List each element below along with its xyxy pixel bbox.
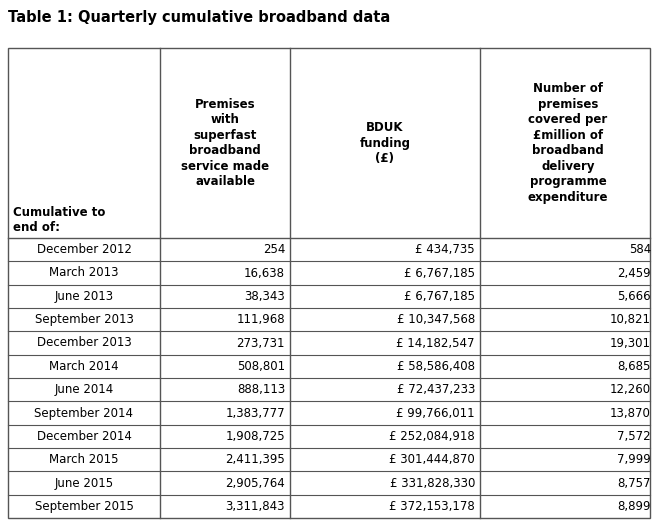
Text: 2,459: 2,459 bbox=[617, 267, 651, 279]
Text: June 2014: June 2014 bbox=[55, 383, 114, 396]
Text: December 2013: December 2013 bbox=[37, 337, 132, 350]
Text: June 2013: June 2013 bbox=[55, 290, 114, 303]
Text: March 2015: March 2015 bbox=[49, 453, 118, 466]
Text: 8,757: 8,757 bbox=[617, 477, 651, 489]
Text: 12,260: 12,260 bbox=[610, 383, 651, 396]
Text: September 2014: September 2014 bbox=[34, 406, 134, 419]
Text: £ 10,347,568: £ 10,347,568 bbox=[397, 313, 475, 326]
Text: 2,905,764: 2,905,764 bbox=[225, 477, 285, 489]
Text: £ 58,586,408: £ 58,586,408 bbox=[397, 360, 475, 373]
Text: 8,685: 8,685 bbox=[618, 360, 651, 373]
Text: Number of
premises
covered per
£million of
broadband
delivery
programme
expendit: Number of premises covered per £million … bbox=[528, 82, 608, 204]
Text: 5,666: 5,666 bbox=[617, 290, 651, 303]
Text: 3,311,843: 3,311,843 bbox=[226, 500, 285, 513]
Text: 10,821: 10,821 bbox=[610, 313, 651, 326]
Text: Table 1: Quarterly cumulative broadband data: Table 1: Quarterly cumulative broadband … bbox=[8, 10, 390, 25]
Text: 19,301: 19,301 bbox=[610, 337, 651, 350]
Text: £ 372,153,178: £ 372,153,178 bbox=[390, 500, 475, 513]
Text: September 2015: September 2015 bbox=[35, 500, 134, 513]
Text: September 2013: September 2013 bbox=[35, 313, 134, 326]
Text: 584: 584 bbox=[629, 243, 651, 256]
Text: 13,870: 13,870 bbox=[610, 406, 651, 419]
Text: December 2012: December 2012 bbox=[37, 243, 132, 256]
Text: 38,343: 38,343 bbox=[244, 290, 285, 303]
Text: 1,383,777: 1,383,777 bbox=[226, 406, 285, 419]
Text: £ 6,767,185: £ 6,767,185 bbox=[404, 290, 475, 303]
Text: £ 6,767,185: £ 6,767,185 bbox=[404, 267, 475, 279]
Text: 2,411,395: 2,411,395 bbox=[225, 453, 285, 466]
Text: 7,572: 7,572 bbox=[617, 430, 651, 443]
Text: 273,731: 273,731 bbox=[236, 337, 285, 350]
Text: Cumulative to
end of:: Cumulative to end of: bbox=[13, 205, 105, 234]
Text: Premises
with
superfast
broadband
service made
available: Premises with superfast broadband servic… bbox=[181, 98, 269, 188]
Text: £ 14,182,547: £ 14,182,547 bbox=[397, 337, 475, 350]
Text: 111,968: 111,968 bbox=[236, 313, 285, 326]
Text: December 2014: December 2014 bbox=[37, 430, 132, 443]
Text: March 2014: March 2014 bbox=[49, 360, 119, 373]
Text: £ 434,735: £ 434,735 bbox=[415, 243, 475, 256]
Text: BDUK
funding
(£): BDUK funding (£) bbox=[359, 121, 411, 165]
Text: £ 72,437,233: £ 72,437,233 bbox=[397, 383, 475, 396]
Text: £ 99,766,011: £ 99,766,011 bbox=[396, 406, 475, 419]
Text: 8,899: 8,899 bbox=[617, 500, 651, 513]
Bar bbox=[8, 48, 650, 518]
Text: 888,113: 888,113 bbox=[237, 383, 285, 396]
Text: £ 331,828,330: £ 331,828,330 bbox=[390, 477, 475, 489]
Text: 508,801: 508,801 bbox=[237, 360, 285, 373]
Text: £ 301,444,870: £ 301,444,870 bbox=[390, 453, 475, 466]
Text: £ 252,084,918: £ 252,084,918 bbox=[390, 430, 475, 443]
Text: 7,999: 7,999 bbox=[617, 453, 651, 466]
Text: 16,638: 16,638 bbox=[244, 267, 285, 279]
Text: 1,908,725: 1,908,725 bbox=[226, 430, 285, 443]
Text: June 2015: June 2015 bbox=[55, 477, 114, 489]
Text: 254: 254 bbox=[263, 243, 285, 256]
Text: March 2013: March 2013 bbox=[49, 267, 118, 279]
